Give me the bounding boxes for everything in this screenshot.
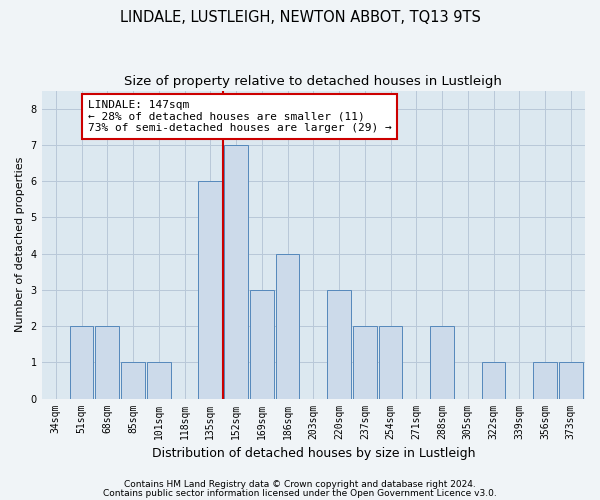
Bar <box>430 326 454 398</box>
Bar <box>250 290 274 399</box>
Text: Contains public sector information licensed under the Open Government Licence v3: Contains public sector information licen… <box>103 488 497 498</box>
Bar <box>533 362 557 398</box>
Y-axis label: Number of detached properties: Number of detached properties <box>15 157 25 332</box>
Text: Contains HM Land Registry data © Crown copyright and database right 2024.: Contains HM Land Registry data © Crown c… <box>124 480 476 489</box>
Text: LINDALE: 147sqm
← 28% of detached houses are smaller (11)
73% of semi-detached h: LINDALE: 147sqm ← 28% of detached houses… <box>88 100 392 133</box>
Bar <box>224 145 248 399</box>
Bar <box>379 326 403 398</box>
X-axis label: Distribution of detached houses by size in Lustleigh: Distribution of detached houses by size … <box>152 447 475 460</box>
Bar <box>327 290 351 399</box>
Bar <box>559 362 583 398</box>
Bar <box>147 362 170 398</box>
Title: Size of property relative to detached houses in Lustleigh: Size of property relative to detached ho… <box>124 75 502 88</box>
Text: LINDALE, LUSTLEIGH, NEWTON ABBOT, TQ13 9TS: LINDALE, LUSTLEIGH, NEWTON ABBOT, TQ13 9… <box>119 10 481 25</box>
Bar <box>276 254 299 398</box>
Bar <box>199 181 222 398</box>
Bar <box>482 362 505 398</box>
Bar <box>70 326 94 398</box>
Bar <box>95 326 119 398</box>
Bar <box>353 326 377 398</box>
Bar <box>121 362 145 398</box>
